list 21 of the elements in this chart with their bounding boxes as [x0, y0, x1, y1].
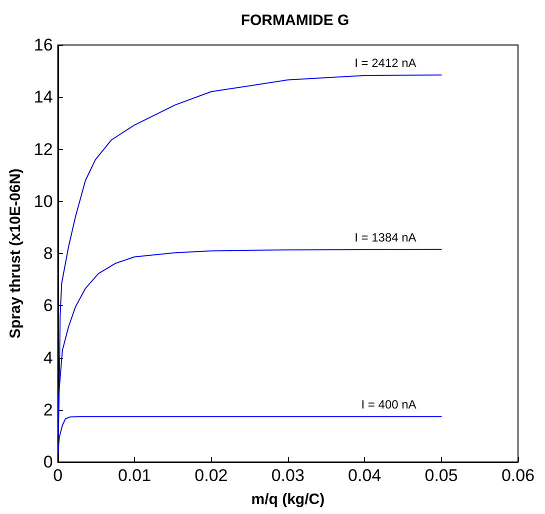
- y-tick-label: 2: [43, 400, 53, 420]
- chart-title: FORMAMIDE G: [240, 12, 350, 29]
- x-tick-label: 0.04: [348, 466, 382, 485]
- y-tick-label: 16: [34, 36, 53, 54]
- x-tick-label: 0.06: [501, 466, 535, 485]
- x-tick-label: 0.05: [424, 466, 458, 485]
- y-tick-label: 10: [34, 192, 53, 211]
- x-tick-label: 0.03: [271, 466, 304, 485]
- series-label: I = 400 nA: [361, 398, 416, 412]
- y-axis-title: Spray thrust (x10E-06N): [7, 168, 24, 339]
- x-axis-title: m/q (kg/C): [251, 491, 325, 508]
- y-tick-label: 8: [43, 244, 53, 263]
- series-label: I = 1384 nA: [354, 230, 416, 244]
- series-label: I = 2412 nA: [354, 56, 416, 70]
- y-tick-label: 0: [43, 452, 53, 472]
- x-tick-label: 0.02: [194, 466, 228, 485]
- x-tick-label: 0.01: [118, 466, 152, 485]
- y-tick-label: 6: [43, 296, 53, 316]
- y-tick-label: 14: [34, 88, 53, 107]
- y-tick-label: 12: [34, 140, 53, 159]
- y-tick-label: 4: [43, 348, 53, 368]
